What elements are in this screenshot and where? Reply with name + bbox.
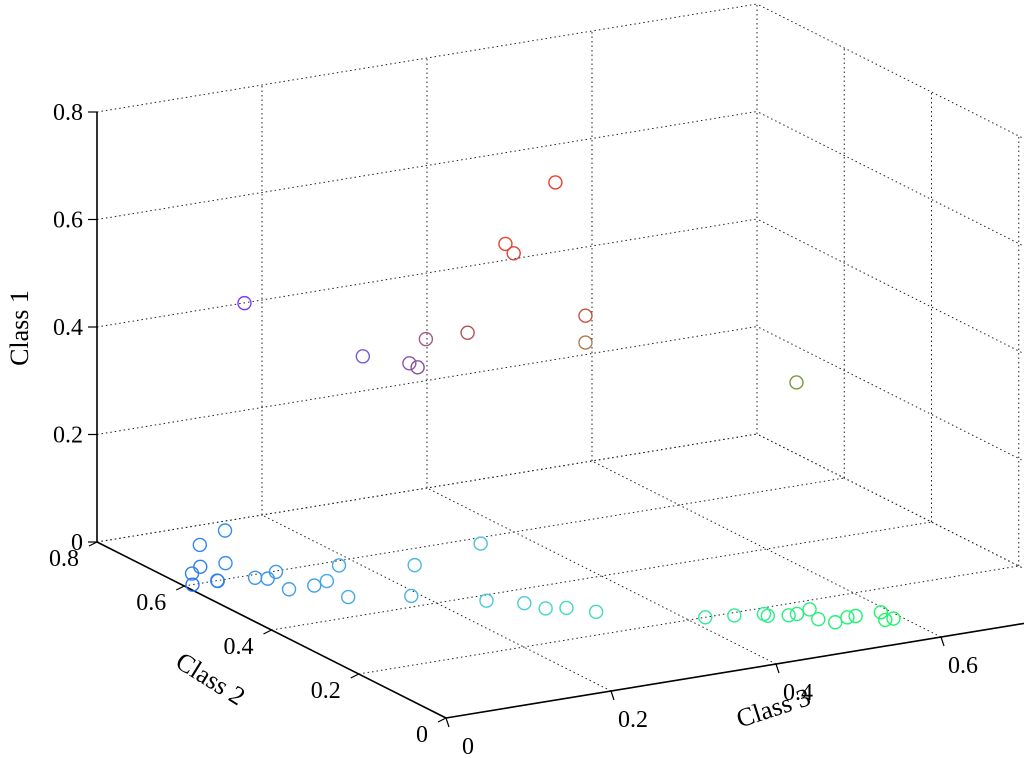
data-point bbox=[410, 360, 425, 375]
data-point bbox=[727, 608, 742, 623]
data-point bbox=[588, 604, 604, 620]
data-point bbox=[886, 611, 901, 626]
data-point bbox=[331, 558, 347, 573]
grid-line bbox=[358, 565, 1019, 675]
grid-line bbox=[756, 3, 1024, 140]
data-point bbox=[341, 589, 356, 605]
data-point bbox=[802, 602, 817, 617]
y-tick-label: 0.6 bbox=[136, 590, 166, 616]
x-axis-line bbox=[445, 622, 1024, 719]
grid-line bbox=[184, 477, 845, 587]
data-point bbox=[307, 578, 322, 593]
data-point bbox=[418, 331, 434, 347]
grid-line bbox=[96, 111, 758, 220]
x-tick-label: 0 bbox=[462, 734, 474, 758]
grid-line bbox=[96, 218, 758, 328]
grid-line bbox=[96, 433, 758, 543]
x-tick-mark bbox=[940, 636, 945, 647]
grid-line bbox=[756, 111, 1024, 247]
data-point bbox=[193, 559, 208, 574]
z-axis-label: Class 1 bbox=[5, 290, 34, 366]
x-tick-label: 0.4 bbox=[783, 680, 813, 706]
data-point bbox=[247, 570, 263, 585]
x-tick-mark bbox=[445, 717, 450, 728]
data-point bbox=[473, 536, 488, 551]
data-point bbox=[811, 612, 826, 627]
data-points bbox=[184, 175, 901, 630]
data-point bbox=[517, 596, 532, 611]
data-point bbox=[578, 308, 593, 323]
grid-line bbox=[756, 433, 1024, 570]
data-point bbox=[355, 349, 371, 364]
axes bbox=[88, 111, 1024, 728]
data-point bbox=[698, 610, 713, 625]
y-tick-label: 0.8 bbox=[49, 546, 79, 572]
data-point bbox=[319, 573, 335, 589]
data-point bbox=[506, 246, 521, 261]
x-axis-label: Class 3 bbox=[733, 682, 814, 733]
z-tick-label: 0 bbox=[71, 530, 83, 556]
z-tick-label: 0.2 bbox=[53, 423, 83, 449]
grid-line bbox=[271, 521, 932, 631]
data-point bbox=[781, 608, 796, 623]
data-point bbox=[760, 608, 776, 623]
y-tick-mark bbox=[175, 585, 185, 591]
grid-line bbox=[96, 326, 758, 435]
grid-line bbox=[756, 326, 1024, 462]
data-point bbox=[260, 571, 275, 586]
y-tick-mark bbox=[88, 541, 98, 547]
data-point bbox=[192, 537, 208, 553]
data-point bbox=[404, 588, 419, 604]
x-tick-label: 0.6 bbox=[948, 653, 978, 679]
data-point bbox=[789, 375, 804, 390]
grid-line bbox=[445, 622, 1024, 719]
data-point bbox=[210, 573, 225, 589]
tick-labels: 00.20.40.60.800.20.40.60.800.20.40.60.8 bbox=[49, 100, 978, 758]
y-tick-label: 0 bbox=[416, 722, 428, 748]
data-point bbox=[402, 356, 417, 371]
x-tick-label: 0.2 bbox=[618, 707, 648, 733]
data-point bbox=[185, 577, 200, 592]
z-tick-label: 0.4 bbox=[53, 315, 83, 341]
data-point bbox=[217, 523, 233, 538]
data-point bbox=[538, 601, 553, 616]
y-tick-mark bbox=[263, 629, 272, 635]
x-tick-mark bbox=[775, 663, 780, 674]
data-point bbox=[460, 325, 475, 340]
y-tick-mark bbox=[350, 673, 360, 679]
data-point bbox=[828, 615, 843, 630]
x-tick-mark bbox=[610, 690, 615, 701]
grid-line bbox=[96, 3, 758, 113]
grid-line bbox=[591, 460, 942, 638]
data-point bbox=[479, 593, 494, 608]
data-point bbox=[873, 605, 889, 620]
grid-line bbox=[756, 433, 1024, 570]
z-tick-label: 0.6 bbox=[53, 208, 83, 234]
grid-line bbox=[756, 218, 1024, 355]
y-tick-mark bbox=[437, 717, 447, 723]
y-tick-label: 0.2 bbox=[311, 678, 341, 704]
data-point bbox=[548, 175, 563, 190]
data-point bbox=[498, 236, 513, 252]
data-point bbox=[840, 610, 855, 625]
data-point bbox=[268, 564, 284, 580]
data-point bbox=[789, 606, 805, 622]
data-point bbox=[559, 600, 574, 616]
data-point bbox=[407, 557, 422, 573]
data-point bbox=[218, 555, 233, 571]
y-tick-label: 0.4 bbox=[224, 634, 254, 660]
data-point bbox=[848, 608, 863, 624]
data-point bbox=[281, 582, 297, 597]
z-tick-label: 0.8 bbox=[53, 100, 83, 126]
data-point bbox=[878, 612, 893, 628]
data-point bbox=[237, 295, 252, 311]
data-point bbox=[578, 335, 593, 350]
